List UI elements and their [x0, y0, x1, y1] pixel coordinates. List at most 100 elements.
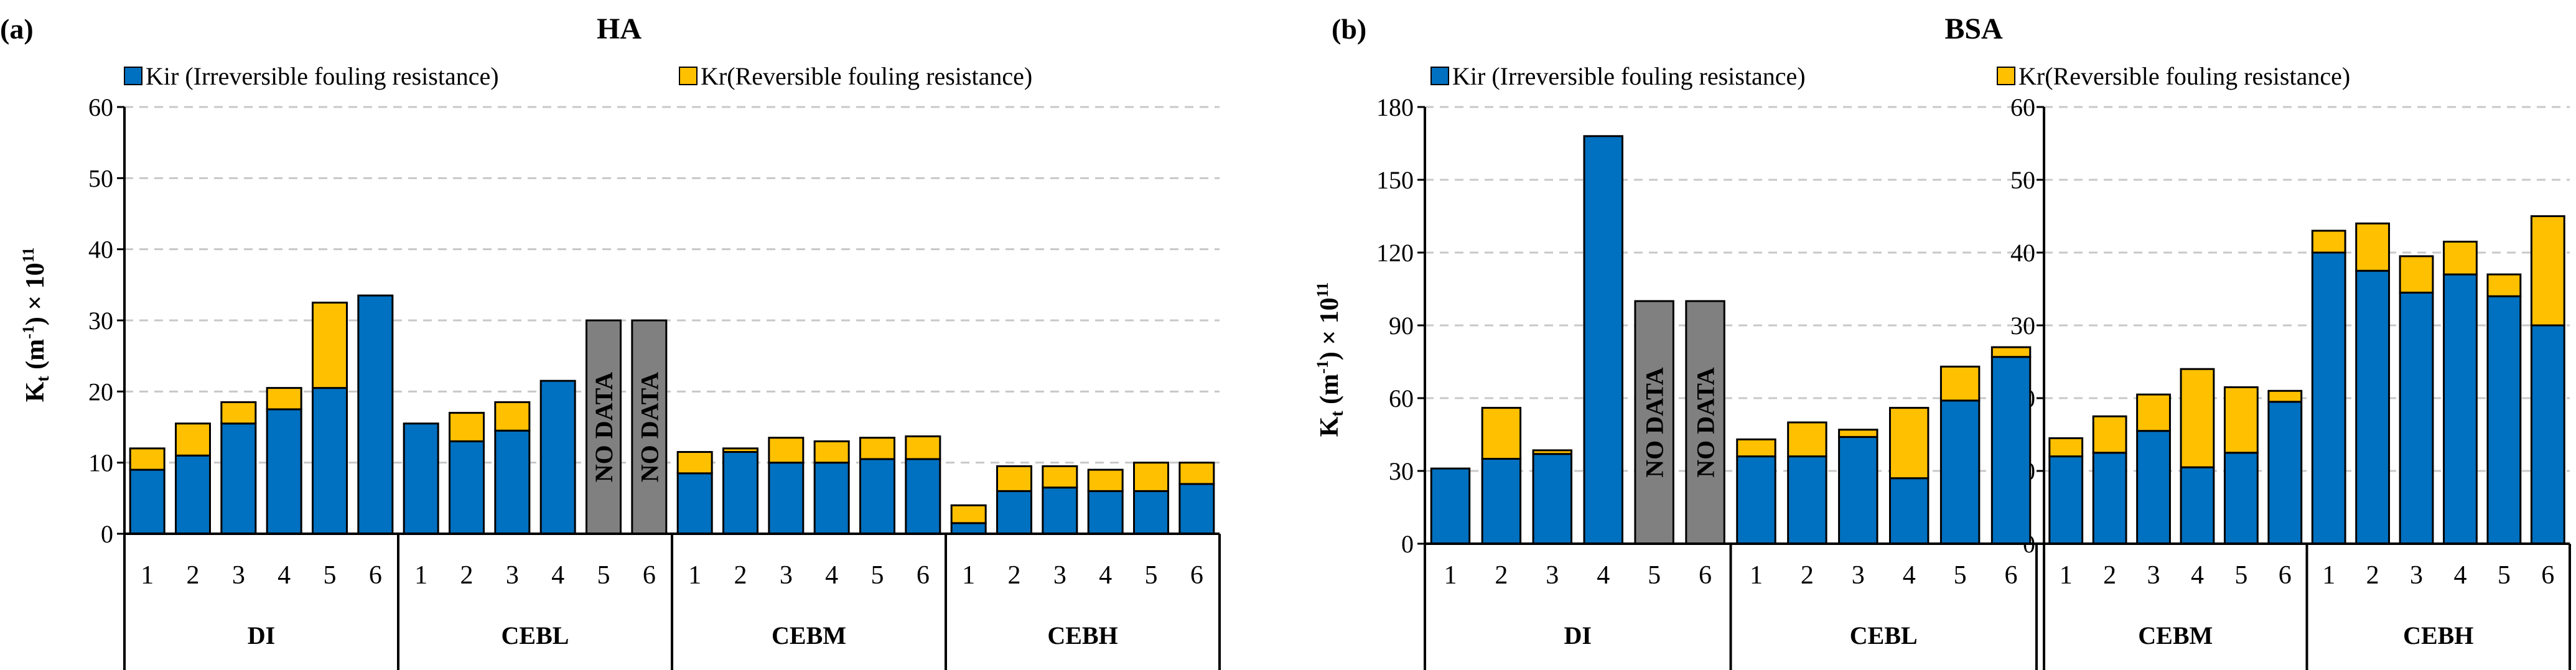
y-tick-label: 60	[88, 93, 113, 121]
panel-a-legend: Kir (Irreversible fouling resistance) Kr…	[124, 62, 1032, 90]
x-category-label: 5	[597, 561, 610, 590]
bar-kir	[2486, 295, 2522, 545]
legend-swatch-kr	[1997, 67, 2015, 85]
x-category-label: 2	[2366, 561, 2379, 590]
bar-kir	[1178, 483, 1215, 535]
bar-kir	[2443, 273, 2478, 545]
x-category-label: 2	[1495, 561, 1508, 590]
x-category-label: 6	[2005, 561, 2018, 590]
panel-b-title: BSA	[1944, 12, 2003, 45]
bar-kr	[996, 465, 1032, 492]
bar-kir	[1532, 453, 1573, 545]
bar-kr	[905, 435, 941, 460]
panel-a-axes	[117, 106, 1221, 670]
legend-label-kir: Kir (Irreversible fouling resistance)	[1452, 62, 1806, 90]
y-tick-label: 40	[88, 236, 113, 264]
x-group-label: CEBH	[2403, 621, 2473, 649]
x-category-label: 5	[871, 561, 884, 590]
bar-kir	[1481, 458, 1522, 545]
no-data-label: NO DATA	[590, 372, 618, 483]
bar-kr	[2048, 437, 2084, 458]
panel-b-x-groups: DI CEBL CEBM CEBH	[1564, 621, 2474, 649]
bar-kir	[859, 458, 895, 535]
bar-kir	[494, 429, 531, 535]
bar-kr	[768, 437, 805, 464]
x-category-label: 3	[1852, 561, 1865, 590]
legend-swatch-kir	[124, 67, 142, 85]
y-tick-label: 120	[1376, 239, 1414, 267]
bar-kr	[2267, 389, 2303, 403]
x-category-label: 1	[414, 561, 427, 590]
y-tick-label: 180	[1376, 93, 1414, 121]
x-category-label: 3	[2147, 561, 2160, 590]
bar-kir	[2311, 251, 2346, 545]
x-category-label: 6	[2279, 561, 2292, 590]
bar-kir	[722, 451, 758, 535]
bar-kir	[1939, 399, 1981, 545]
bar-kr	[1838, 429, 1878, 438]
y-tick-label: 0	[101, 520, 113, 548]
x-category-label: 2	[2103, 561, 2116, 590]
x-group-label: CEBL	[502, 621, 569, 649]
no-data-bar	[1634, 300, 1674, 545]
bar-kr	[2486, 273, 2522, 297]
legend-item-kir: Kir (Irreversible fouling resistance)	[124, 62, 499, 90]
panel-a-x-categories: 1 2 3 4 5 6 1 2 3 4 5 6 1 2 3 4 5 6 1 2 3 4 5 6	[141, 561, 1203, 590]
bar-kir	[1133, 490, 1169, 535]
panel-b-label: (b)	[1332, 13, 1366, 45]
x-category-label: 2	[187, 561, 200, 590]
bar-kir	[220, 422, 257, 535]
bar-kr	[220, 401, 257, 425]
panel-a-y-axis-label: Kt (m-1) × 1011	[19, 248, 53, 402]
x-category-label: 4	[1597, 561, 1610, 590]
x-category-label: 5	[2234, 561, 2247, 590]
bar-kir	[1787, 455, 1827, 545]
x-category-label: 4	[278, 561, 291, 590]
no-data-bar	[1685, 300, 1725, 545]
y-tick-label: 90	[1389, 312, 1414, 340]
bar-kr	[1888, 407, 1930, 480]
bar-kir	[1990, 356, 2032, 545]
x-category-label: 5	[1648, 561, 1661, 590]
panel-b-legend: Kir (Irreversible fouling resistance) Kr…	[1430, 62, 2350, 90]
x-group-label: CEBH	[1047, 621, 1118, 649]
no-data-label: NO DATA	[635, 372, 663, 483]
panel-a-gridlines	[124, 106, 1220, 464]
bar-kr	[2311, 230, 2346, 254]
bar-kir	[950, 522, 987, 535]
bar-kir	[1583, 135, 1623, 545]
no-data-label: NO DATA	[1641, 367, 1669, 478]
legend-item-kr: Kr(Reversible fouling resistance)	[1997, 62, 2350, 90]
bar-kir	[905, 458, 941, 535]
panel-a-y-ticks: 0 10 20 30 40 50 60	[88, 93, 113, 548]
x-category-label: 5	[324, 561, 337, 590]
x-group-label: CEBM	[2138, 621, 2213, 649]
x-category-label: 4	[551, 561, 564, 590]
panel-a-x-groups: DI CEBL CEBM CEBH	[248, 621, 1118, 649]
panel-a-bars: NO DATA NO DATA	[129, 294, 1215, 535]
bar-kr	[1736, 438, 1776, 458]
legend-swatch-kr	[679, 67, 698, 85]
legend-item-kr: Kr(Reversible fouling resistance)	[679, 62, 1032, 90]
x-category-label: 3	[232, 561, 245, 590]
panel-b: (b) BSA Kir (Irreversible fouling resist…	[1314, 12, 2571, 670]
bar-kir	[813, 462, 850, 535]
bar-kr	[494, 401, 531, 432]
x-category-label: 6	[1699, 561, 1712, 590]
bar-kr	[1481, 407, 1522, 460]
panel-b-left-gridlines	[1425, 106, 2037, 472]
bar-kr	[676, 451, 713, 475]
panel-b-right-gridlines	[2044, 106, 2570, 472]
y-tick-label: 50	[2010, 166, 2035, 194]
bar-kir	[996, 490, 1032, 535]
bar-kir	[357, 294, 394, 535]
legend-label-kr: Kr(Reversible fouling resistance)	[2018, 62, 2350, 90]
x-category-label: 1	[1750, 561, 1763, 590]
bar-kr	[1990, 346, 2032, 358]
bar-kr	[1532, 449, 1573, 455]
x-category-label: 4	[1099, 561, 1112, 590]
bar-kir	[2355, 269, 2391, 545]
x-category-label: 6	[369, 561, 382, 590]
bar-kir	[768, 462, 805, 535]
